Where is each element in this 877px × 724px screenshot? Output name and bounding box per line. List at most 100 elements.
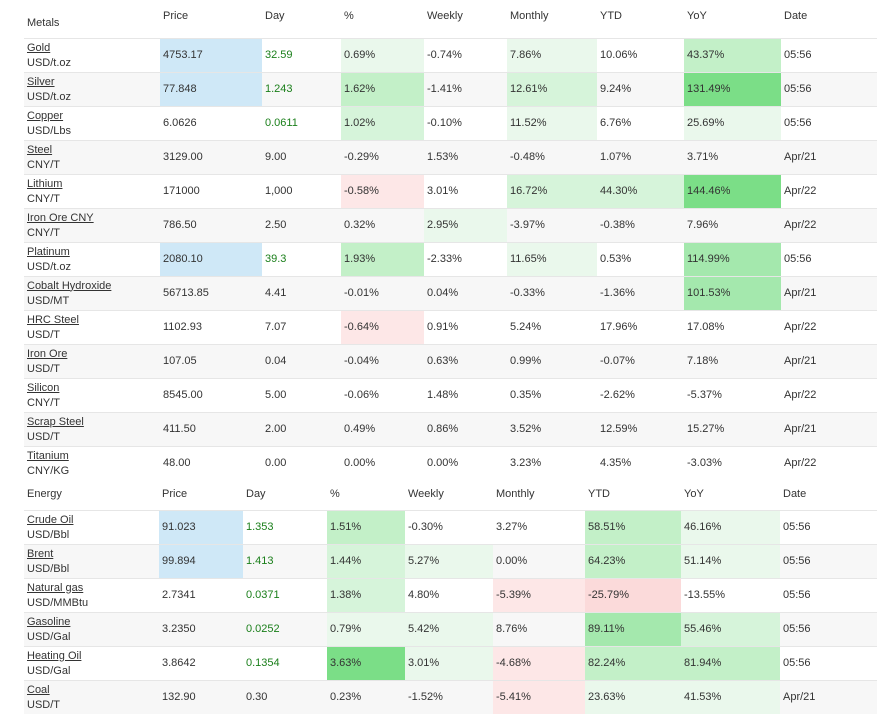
pct-cell: -0.04% — [341, 343, 424, 378]
commodity-cell: Heating Oil USD/Gal — [24, 645, 159, 680]
commodity-cell: Brent USD/Bbl — [24, 543, 159, 578]
commodity-link[interactable]: Iron Ore — [27, 347, 68, 360]
commodity-link[interactable]: Cobalt Hydroxide — [27, 279, 112, 292]
day-cell: 9.00 — [262, 139, 341, 174]
monthly-cell: 11.65% — [507, 241, 597, 276]
yoy-cell: 7.96% — [684, 207, 781, 242]
monthly-cell: -4.68% — [493, 645, 585, 680]
commodity-link[interactable]: HRC Steel — [27, 313, 79, 326]
day-cell: 7.07 — [262, 309, 341, 344]
commodity-link[interactable]: Heating Oil — [27, 649, 82, 662]
price-cell: 48.00 — [160, 445, 262, 480]
weekly-cell: 0.63% — [424, 343, 507, 378]
col-day[interactable]: Day — [246, 488, 266, 500]
pct-cell: -0.29% — [341, 139, 424, 174]
monthly-cell: 3.52% — [507, 411, 597, 446]
energy-section-label: Energy — [27, 488, 62, 500]
col-yoy[interactable]: YoY — [687, 10, 707, 22]
metals-table: Metals Price Day % Weekly Monthly YTD Yo… — [24, 0, 877, 480]
pct-cell: 1.38% — [327, 577, 405, 612]
col-ytd[interactable]: YTD — [588, 488, 610, 500]
date-cell: 05:56 — [780, 645, 877, 680]
date-cell: 05:56 — [780, 509, 877, 544]
price-cell: 107.05 — [160, 343, 262, 378]
price-cell: 91.023 — [159, 509, 243, 544]
col-ytd[interactable]: YTD — [600, 10, 622, 22]
col-weekly[interactable]: Weekly — [408, 488, 444, 500]
monthly-cell: -5.39% — [493, 577, 585, 612]
col-pct[interactable]: % — [344, 10, 354, 22]
weekly-cell: -0.10% — [424, 105, 507, 140]
commodity-link[interactable]: Natural gas — [27, 581, 84, 594]
commodity-unit: USD/T — [27, 362, 60, 375]
ytd-cell: 1.07% — [597, 139, 684, 174]
date-cell: Apr/22 — [781, 309, 877, 344]
yoy-cell: 51.14% — [681, 543, 780, 578]
commodity-link[interactable]: Crude Oil — [27, 513, 74, 526]
table-row: Iron Ore CNY CNY/T 786.50 2.50 0.32% 2.95% -3.… — [24, 207, 877, 242]
table-row: Natural gas USD/MMBtu 2.7341 0.0371 1.38% 4.8… — [24, 577, 877, 612]
price-cell: 2.7341 — [159, 577, 243, 612]
yoy-cell: 15.27% — [684, 411, 781, 446]
commodity-cell: Gasoline USD/Gal — [24, 611, 159, 646]
col-date[interactable]: Date — [784, 10, 808, 22]
commodity-link[interactable]: Scrap Steel — [27, 415, 84, 428]
commodity-link[interactable]: Coal — [27, 683, 50, 696]
commodity-link[interactable]: Silver — [27, 75, 55, 88]
ytd-cell: -0.07% — [597, 343, 684, 378]
date-cell: Apr/21 — [781, 139, 877, 174]
monthly-cell: 3.27% — [493, 509, 585, 544]
table-row: Coal USD/T 132.90 0.30 0.23% -1.52% -5.41% 23.6… — [24, 679, 877, 714]
col-monthly[interactable]: Monthly — [510, 10, 549, 22]
date-cell: 05:56 — [781, 241, 877, 276]
col-monthly[interactable]: Monthly — [496, 488, 535, 500]
weekly-cell: 0.00% — [424, 445, 507, 480]
ytd-cell: 6.76% — [597, 105, 684, 140]
commodity-cell: Coal USD/T — [24, 679, 159, 714]
commodity-link[interactable]: Lithium — [27, 177, 63, 190]
col-price[interactable]: Price — [162, 488, 188, 500]
commodity-cell: Copper USD/Lbs — [24, 105, 160, 140]
col-pct[interactable]: % — [330, 488, 340, 500]
price-cell: 8545.00 — [160, 377, 262, 412]
col-day[interactable]: Day — [265, 10, 285, 22]
commodity-unit: CNY/KG — [27, 464, 70, 477]
commodity-link[interactable]: Brent — [27, 547, 54, 560]
monthly-cell: 16.72% — [507, 173, 597, 208]
weekly-cell: 0.91% — [424, 309, 507, 344]
monthly-cell: 12.61% — [507, 71, 597, 106]
commodity-link[interactable]: Platinum — [27, 245, 70, 258]
col-weekly[interactable]: Weekly — [427, 10, 463, 22]
yoy-cell: 43.37% — [684, 37, 781, 72]
commodity-link[interactable]: Titanium — [27, 449, 69, 462]
col-yoy[interactable]: YoY — [684, 488, 704, 500]
col-price[interactable]: Price — [163, 10, 189, 22]
price-cell: 171000 — [160, 173, 262, 208]
commodity-link[interactable]: Silicon — [27, 381, 60, 394]
commodity-link[interactable]: Gasoline — [27, 615, 71, 628]
commodity-link[interactable]: Iron Ore CNY — [27, 211, 94, 224]
ytd-cell: 10.06% — [597, 37, 684, 72]
weekly-cell: -1.52% — [405, 679, 493, 714]
day-cell: 1,000 — [262, 173, 341, 208]
commodity-unit: USD/t.oz — [27, 260, 72, 273]
ytd-cell: 9.24% — [597, 71, 684, 106]
ytd-cell: 17.96% — [597, 309, 684, 344]
ytd-cell: 0.53% — [597, 241, 684, 276]
yoy-cell: 41.53% — [681, 679, 780, 714]
ytd-cell: 58.51% — [585, 509, 681, 544]
commodity-unit: CNY/T — [27, 158, 60, 171]
commodity-link[interactable]: Copper — [27, 109, 64, 122]
yoy-cell: -13.55% — [681, 577, 780, 612]
day-cell: 0.1354 — [243, 645, 327, 680]
price-cell: 3129.00 — [160, 139, 262, 174]
commodity-link[interactable]: Steel — [27, 143, 53, 156]
day-cell: 1.243 — [262, 71, 341, 106]
weekly-cell: 0.86% — [424, 411, 507, 446]
ytd-cell: 23.63% — [585, 679, 681, 714]
monthly-cell: -0.33% — [507, 275, 597, 310]
commodity-link[interactable]: Gold — [27, 41, 51, 54]
col-date[interactable]: Date — [783, 488, 807, 500]
ytd-cell: -2.62% — [597, 377, 684, 412]
